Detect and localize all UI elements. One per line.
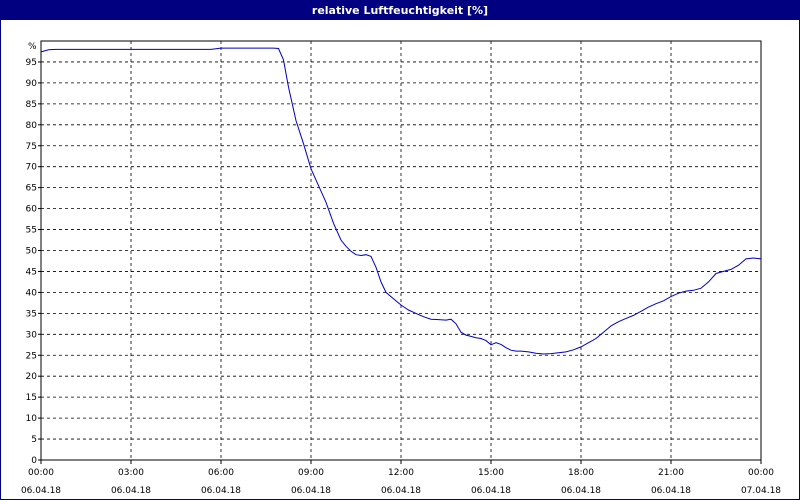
y-tick-label: 50 xyxy=(26,247,38,257)
chart-axes xyxy=(38,40,762,464)
y-tick-label: 0 xyxy=(31,456,37,466)
y-tick-label: 40 xyxy=(26,288,38,298)
x-tick-date-label: 07.04.18 xyxy=(741,486,781,496)
y-tick-label: 80 xyxy=(26,121,38,131)
x-tick-time-label: 12:00 xyxy=(388,468,414,478)
y-tick-label: 60 xyxy=(26,205,38,215)
y-tick-label: 95 xyxy=(26,58,37,68)
y-tick-label: 5 xyxy=(31,435,37,445)
x-tick-time-label: 00:00 xyxy=(748,468,774,478)
chart-grid xyxy=(41,41,761,460)
y-tick-label: 55 xyxy=(26,226,37,236)
x-tick-date-label: 06.04.18 xyxy=(381,486,421,496)
x-tick-time-label: 15:00 xyxy=(478,468,504,478)
x-tick-time-label: 21:00 xyxy=(658,468,684,478)
x-tick-date-label: 06.04.18 xyxy=(651,486,691,496)
y-tick-label: 75 xyxy=(26,142,37,152)
y-tick-label: 70 xyxy=(26,163,38,173)
x-tick-date-label: 06.04.18 xyxy=(111,486,151,496)
y-tick-label: 15 xyxy=(26,393,37,403)
y-tick-label: 65 xyxy=(26,184,37,194)
y-tick-label: 20 xyxy=(26,372,38,382)
plot-area-border xyxy=(40,40,762,461)
x-tick-date-label: 06.04.18 xyxy=(201,486,241,496)
x-tick-time-label: 03:00 xyxy=(118,468,144,478)
y-tick-label: 90 xyxy=(26,79,38,89)
humidity-series-line xyxy=(40,47,762,355)
x-tick-date-label: 06.04.18 xyxy=(291,486,331,496)
x-tick-labels: 00:00 06.04.18 03:00 06.04.18 06:00 06.04.18 0… xyxy=(21,468,781,496)
y-axis-unit-label: % xyxy=(28,42,37,52)
y-tick-labels: 0 5 10 15 20 25 30 35 40 45 50 55 60 65 70 75 80 85 90 95 xyxy=(26,58,38,466)
x-tick-time-label: 06:00 xyxy=(208,468,234,478)
chart-title: relative Luftfeuchtigkeit [%] xyxy=(1,1,799,20)
x-tick-time-label: 00:00 xyxy=(28,468,54,478)
x-tick-time-label: 18:00 xyxy=(568,468,594,478)
x-tick-time-label: 09:00 xyxy=(298,468,324,478)
y-tick-label: 85 xyxy=(26,100,37,110)
y-tick-label: 45 xyxy=(26,267,37,277)
y-tick-label: 10 xyxy=(26,414,38,424)
y-tick-label: 35 xyxy=(26,309,37,319)
y-tick-label: 25 xyxy=(26,351,37,361)
y-tick-label: 30 xyxy=(26,330,38,340)
x-tick-date-label: 06.04.18 xyxy=(21,486,61,496)
x-tick-date-label: 06.04.18 xyxy=(561,486,601,496)
x-tick-date-label: 06.04.18 xyxy=(471,486,511,496)
